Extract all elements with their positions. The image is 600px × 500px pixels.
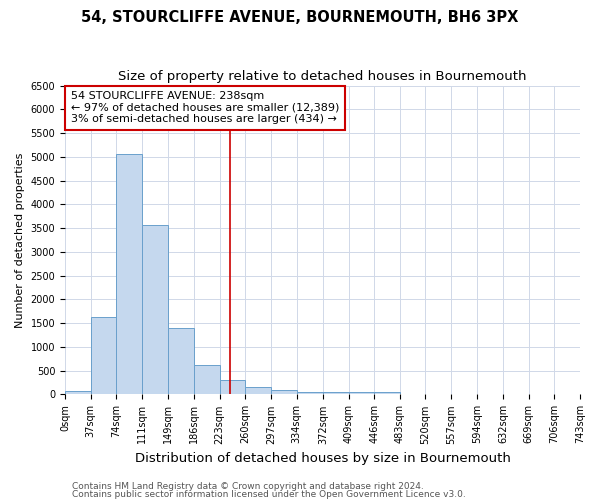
Bar xyxy=(296,392,323,394)
X-axis label: Distribution of detached houses by size in Bournemouth: Distribution of detached houses by size … xyxy=(134,452,511,465)
Text: Contains public sector information licensed under the Open Government Licence v3: Contains public sector information licen… xyxy=(72,490,466,499)
Bar xyxy=(168,328,194,394)
Bar xyxy=(91,318,116,394)
Text: 54, STOURCLIFFE AVENUE, BOURNEMOUTH, BH6 3PX: 54, STOURCLIFFE AVENUE, BOURNEMOUTH, BH6… xyxy=(82,10,518,25)
Bar xyxy=(323,392,349,394)
Bar xyxy=(271,390,296,394)
Text: Contains HM Land Registry data © Crown copyright and database right 2024.: Contains HM Land Registry data © Crown c… xyxy=(72,482,424,491)
Bar xyxy=(142,225,168,394)
Bar xyxy=(245,387,271,394)
Bar xyxy=(374,392,400,394)
Bar xyxy=(220,380,245,394)
Bar xyxy=(349,392,374,394)
Bar xyxy=(116,154,142,394)
Title: Size of property relative to detached houses in Bournemouth: Size of property relative to detached ho… xyxy=(118,70,527,83)
Text: 54 STOURCLIFFE AVENUE: 238sqm
← 97% of detached houses are smaller (12,389)
3% o: 54 STOURCLIFFE AVENUE: 238sqm ← 97% of d… xyxy=(71,92,339,124)
Y-axis label: Number of detached properties: Number of detached properties xyxy=(15,152,25,328)
Bar xyxy=(65,391,91,394)
Bar xyxy=(194,365,220,394)
